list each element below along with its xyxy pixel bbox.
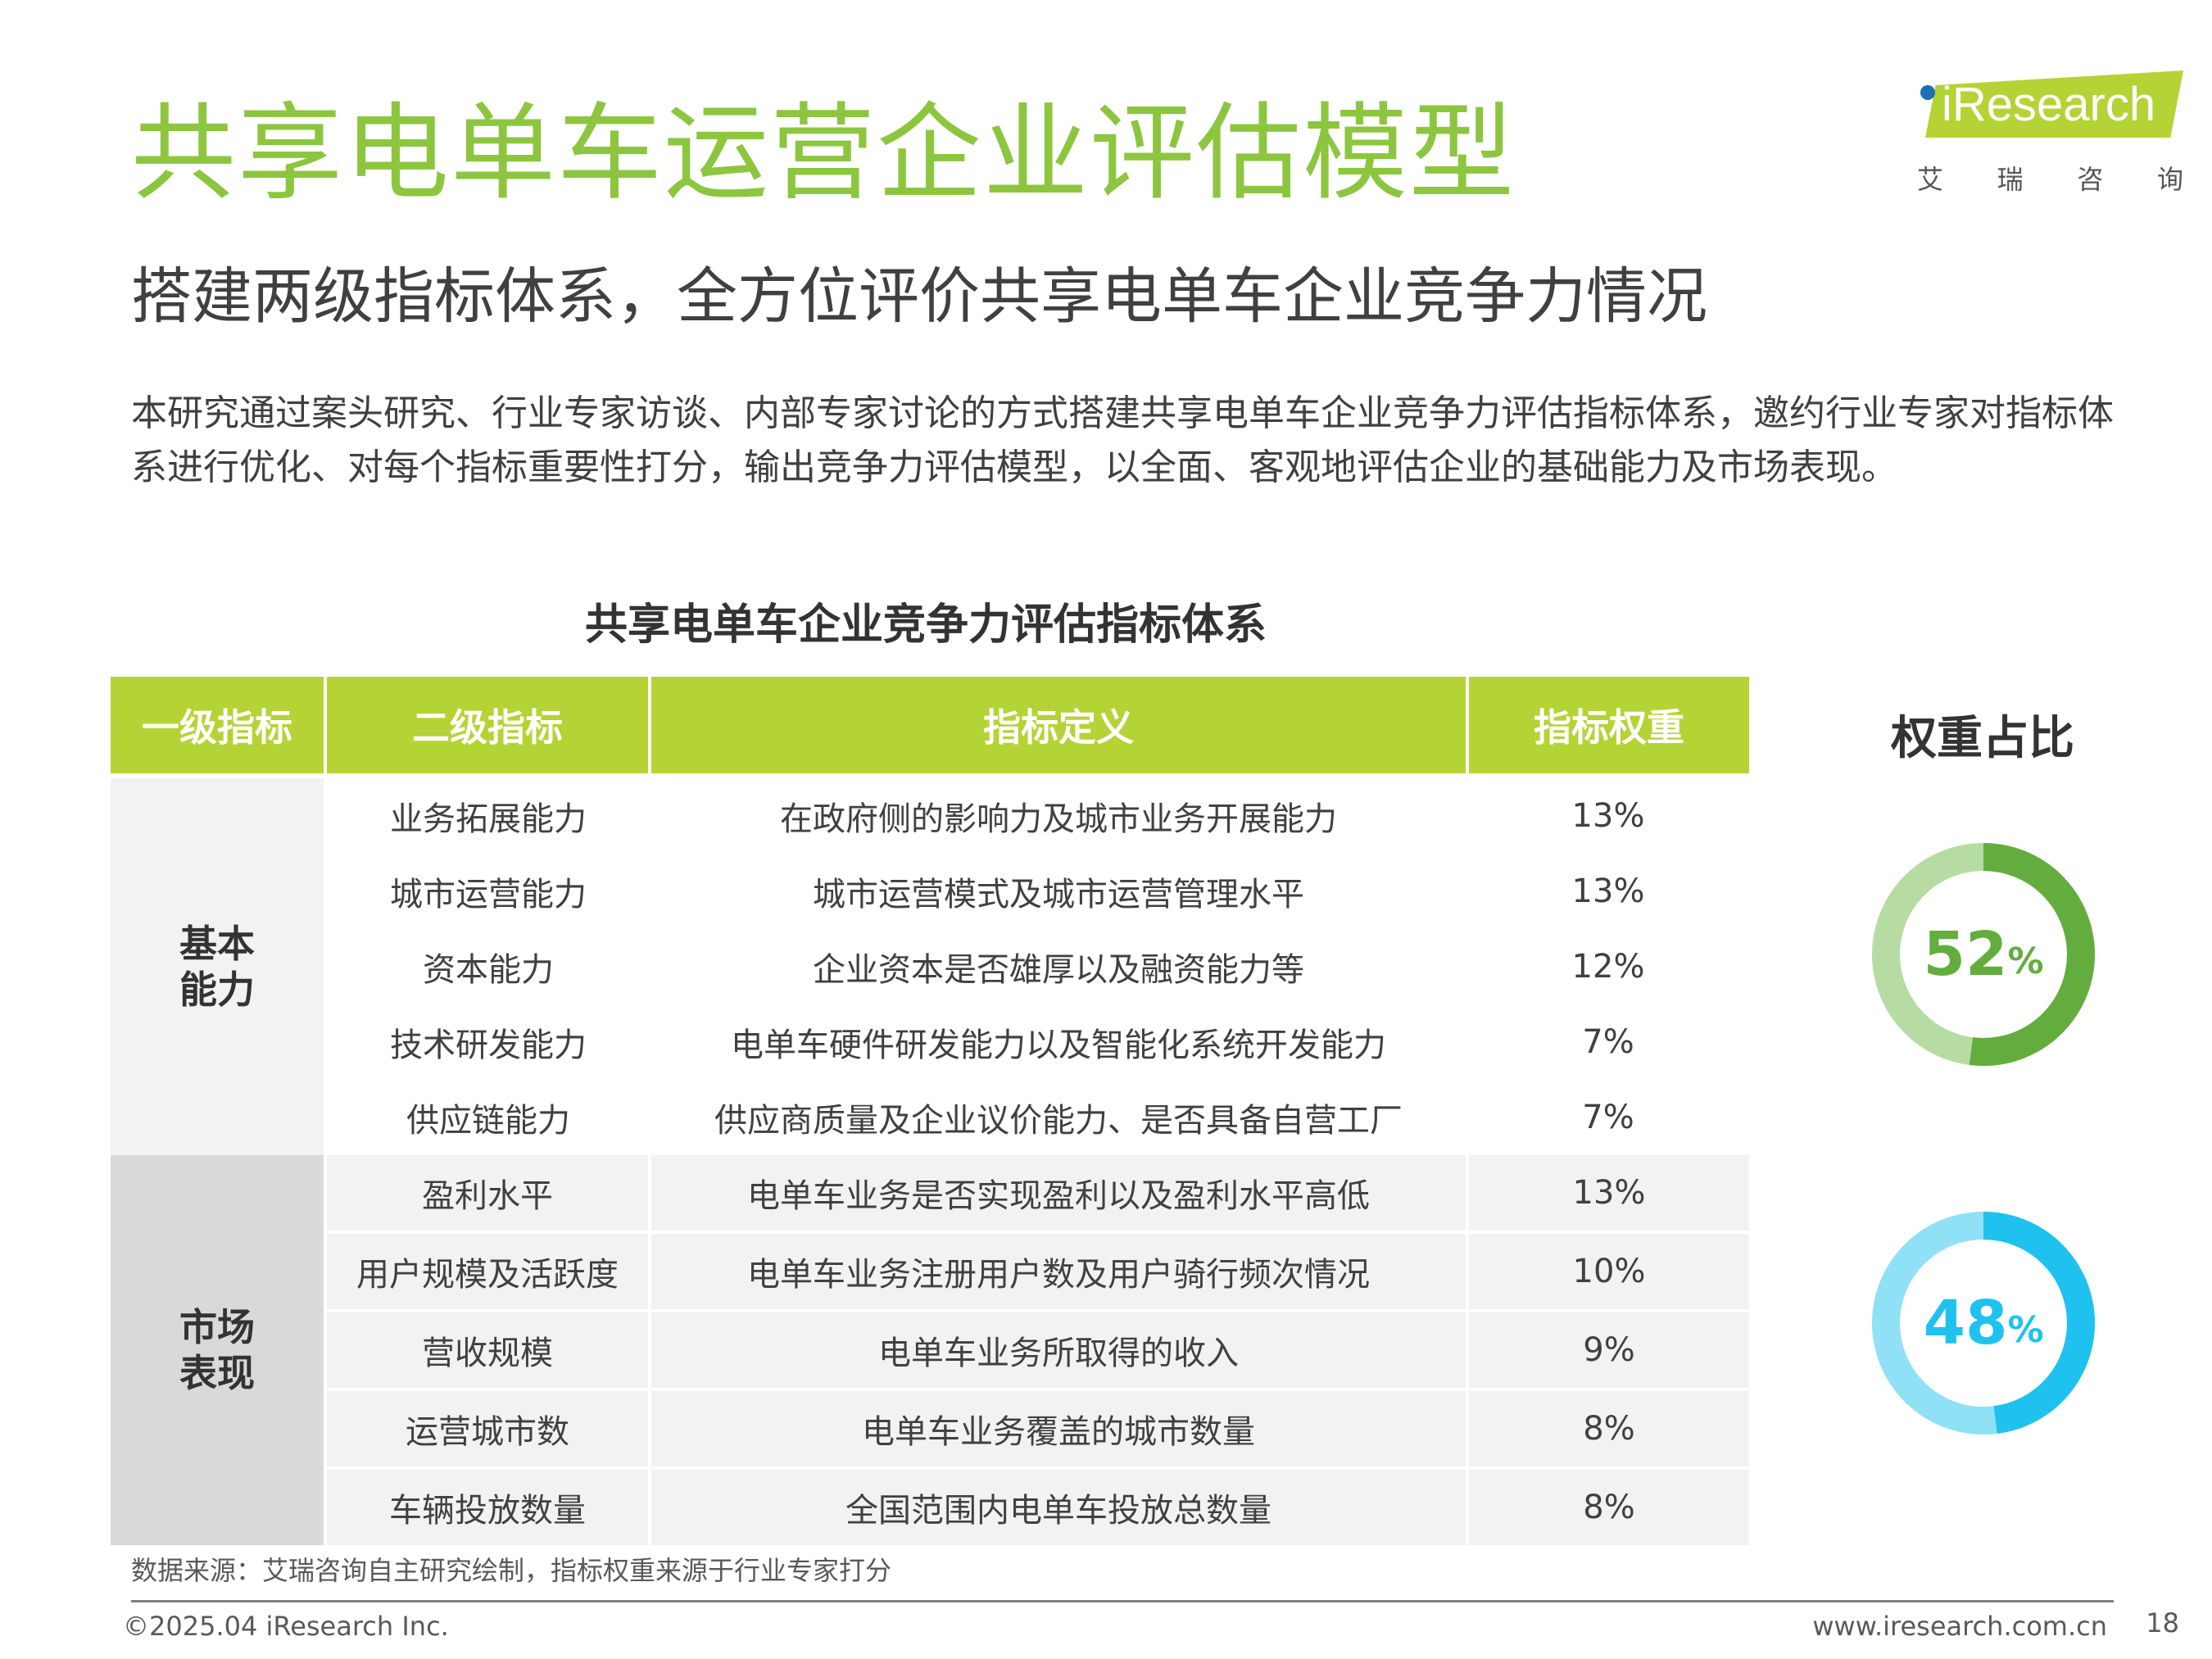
group-label-line: 表现	[179, 1351, 255, 1395]
table-row: 用户规模及活跃度 电单车业务注册用户数及用户骑行频次情况 10%	[111, 1232, 1749, 1312]
logo-char: 询	[2156, 164, 2183, 195]
weight-share-title: 权重占比	[1891, 712, 2074, 765]
indicator-name: 营收规模	[325, 1311, 651, 1391]
table-body: 基本 能力 业务拓展能力 在政府侧的影响力及城市业务开展能力 13% 城市运营能…	[111, 776, 1749, 1548]
indicator-name: 业务拓展能力	[390, 800, 587, 838]
data-source-note: 数据来源：艾瑞咨询自主研究绘制，指标权重来源于行业专家打分	[131, 1555, 892, 1586]
indicator-definition: 全国范围内电单车投放总数量	[650, 1468, 1469, 1548]
table-row: 城市运营能力 城市运营模式及城市运营管理水平 13%	[111, 854, 1749, 929]
indicator-weight: 12%	[1571, 948, 1645, 986]
indicator-name: 用户规模及活跃度	[325, 1232, 651, 1312]
donut-label: 52%	[1866, 837, 2101, 1072]
indicator-weight: 13%	[1571, 797, 1645, 835]
copyright-text: ©2025.04 iResearch Inc.	[123, 1611, 449, 1642]
donut-percent-sign: %	[2007, 940, 2044, 982]
indicator-weight: 7%	[1582, 1023, 1634, 1061]
logo-text: iResearch	[1942, 78, 2156, 131]
indicator-name: 车辆投放数量	[325, 1468, 651, 1548]
website-link[interactable]: www.iresearch.com.cn	[1812, 1611, 2107, 1642]
table-row: 市场 表现 盈利水平 电单车业务是否实现盈利以及盈利水平高低 13%	[111, 1155, 1749, 1548]
donut-label: 48%	[1866, 1206, 2101, 1440]
header-level1: 一级指标	[111, 677, 327, 778]
indicator-name: 供应链能力	[406, 1102, 570, 1140]
donut-chart	[1872, 843, 2095, 1066]
indicator-definition: 在政府侧的影响力及城市业务开展能力	[780, 800, 1337, 838]
logo-chinese-name: 艾 瑞 咨 询	[1917, 159, 2183, 197]
table-row: 车辆投放数量 全国范围内电单车投放总数量 8%	[111, 1468, 1749, 1548]
donut-chart	[1872, 1212, 2095, 1435]
table-row: 营收规模 电单车业务所取得的收入 9%	[111, 1311, 1749, 1391]
header-weight: 指标权重	[1467, 677, 1749, 778]
header-definition: 指标定义	[650, 677, 1469, 778]
indicator-definition: 电单车业务所取得的收入	[650, 1311, 1469, 1391]
table-row: 供应链能力 供应商质量及企业议价能力、是否具备自营工厂 7%	[111, 1080, 1749, 1155]
indicator-name: 城市运营能力	[390, 876, 587, 913]
group-label-line: 基本	[179, 922, 255, 966]
table-title: 共享电单车企业竞争力评估指标体系	[584, 601, 1267, 650]
donut-value: 48	[1923, 1288, 2008, 1358]
donut-value: 52	[1923, 919, 2008, 990]
indicator-name: 资本能力	[423, 951, 554, 989]
table-header-row: 一级指标 二级指标 指标定义 指标权重	[111, 677, 1749, 778]
donut-value-arc	[1872, 843, 2095, 1066]
indicator-weight: 9%	[1467, 1311, 1749, 1391]
indicator-definition: 企业资本是否雄厚以及融资能力等	[813, 951, 1304, 989]
group-basic-ability: 基本 能力	[111, 776, 327, 1155]
indicator-definition: 电单车业务是否实现盈利以及盈利水平高低	[650, 1155, 1469, 1234]
table-row: 资本能力 企业资本是否雄厚以及融资能力等 12%	[111, 929, 1749, 1004]
logo-char: 瑞	[1997, 164, 2024, 195]
donut-value-arc	[1872, 1212, 2095, 1435]
table-row: 基本 能力 业务拓展能力 在政府侧的影响力及城市业务开展能力 13%	[111, 776, 1749, 1155]
indicator-table: 一级指标 二级指标 指标定义 指标权重 基本 能力 业务拓展能力 在政府侧的影响…	[111, 677, 1749, 1548]
indicator-weight: 8%	[1467, 1468, 1749, 1548]
indicator-weight: 8%	[1467, 1389, 1749, 1470]
indicator-weight: 13%	[1467, 1155, 1749, 1234]
iresearch-logo: iResearch 艾 瑞 咨 询	[1909, 70, 2187, 195]
donut-percent-sign: %	[2007, 1308, 2044, 1351]
logo-char: 艾	[1917, 164, 1944, 195]
donut-basic-ability: 52%	[1866, 837, 2101, 1072]
indicator-definition: 电单车硬件研发能力以及智能化系统开发能力	[731, 1027, 1386, 1064]
logo-char: 咨	[2077, 164, 2104, 195]
logo-dot-icon	[1920, 85, 1935, 100]
page-number: 18	[2146, 1607, 2179, 1639]
group-label-line: 市场	[179, 1305, 255, 1349]
indicator-definition: 电单车业务注册用户数及用户骑行频次情况	[650, 1232, 1469, 1312]
indicator-definition: 供应商质量及企业议价能力、是否具备自营工厂	[714, 1102, 1403, 1140]
indicator-name: 技术研发能力	[390, 1027, 587, 1064]
indicator-name: 盈利水平	[325, 1155, 651, 1234]
indicator-definition: 电单车业务覆盖的城市数量	[650, 1389, 1469, 1470]
group-label-line: 能力	[179, 968, 255, 1012]
page-title: 共享电单车运营企业评估模型	[131, 93, 1516, 215]
indicator-weight: 7%	[1582, 1099, 1634, 1136]
indicator-definition: 城市运营模式及城市运营管理水平	[813, 876, 1304, 913]
donut-market-performance: 48%	[1866, 1206, 2101, 1440]
indicator-name: 运营城市数	[325, 1389, 651, 1470]
indicator-weight: 13%	[1571, 873, 1645, 910]
group-market-performance: 市场 表现	[111, 1155, 327, 1548]
table-row: 运营城市数 电单车业务覆盖的城市数量 8%	[111, 1389, 1749, 1470]
header-level2: 二级指标	[325, 677, 651, 778]
intro-paragraph: 本研究通过案头研究、行业专家访谈、内部专家讨论的方式搭建共享电单车企业竞争力评估…	[131, 392, 2114, 488]
table-row: 技术研发能力 电单车硬件研发能力以及智能化系统开发能力 7%	[111, 1004, 1749, 1080]
footer-divider	[131, 1600, 2114, 1602]
indicator-weight: 10%	[1467, 1232, 1749, 1312]
page-subtitle: 搭建两级指标体系，全方位评价共享电单车企业竞争力情况	[131, 261, 1707, 332]
